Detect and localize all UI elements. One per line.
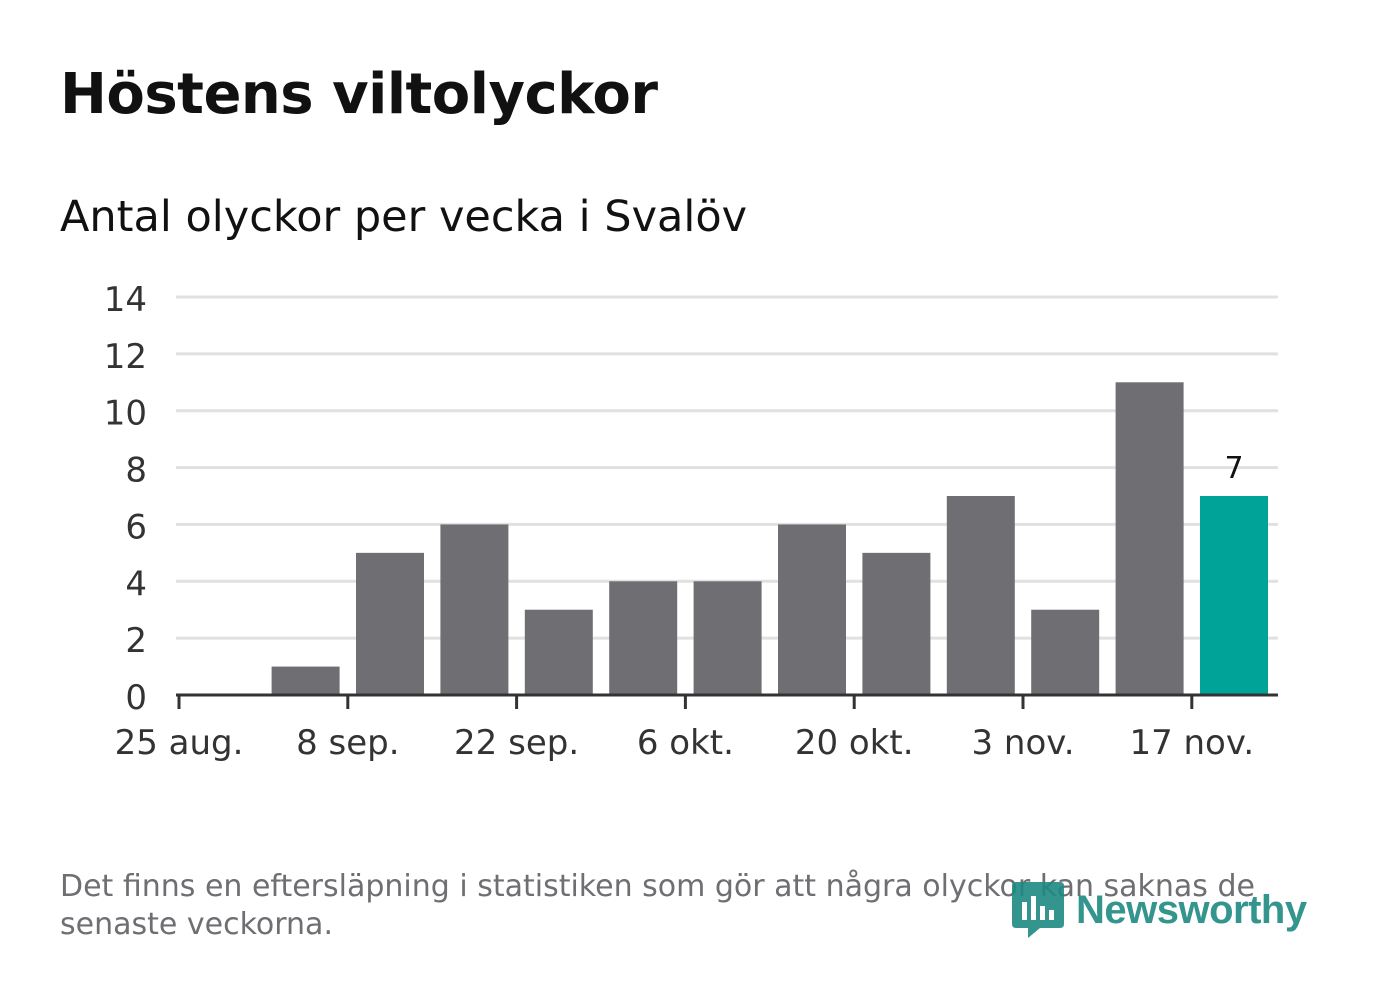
y-tick-label: 8 [125,451,147,491]
bar [440,524,509,695]
y-tick-label: 12 [104,337,147,377]
x-tick-label: 8 sep. [296,723,399,763]
x-tick-label: 22 sep. [454,723,579,763]
y-tick-label: 0 [125,678,147,718]
chart-title: Höstens viltolyckor [60,62,658,127]
x-tick-label: 17 nov. [1129,723,1254,763]
axes [176,693,1278,709]
bar [609,581,678,695]
x-tick-label: 25 aug. [115,723,244,763]
logo-text: Newsworthy [1076,887,1307,932]
bar [271,666,340,695]
y-tick-label: 10 [104,394,147,434]
bar [356,552,424,695]
bar [693,581,762,695]
y-tick-label: 4 [125,564,147,604]
newsworthy-logo: Newsworthy [1010,878,1307,942]
y-tick-label: 2 [125,621,147,661]
labels: 0 2 4 6 8 10 12 14 7 25 aug. 8 sep. 22 sep. 6 okt. 20… [104,280,1254,763]
y-tick-label: 6 [125,507,147,547]
chart-subtitle: Antal olyckor per vecka i Svalöv [60,192,748,242]
bar [862,552,931,695]
newsworthy-bar-icon [1012,882,1064,938]
bar [1115,382,1184,695]
bar [1200,496,1268,695]
data-label: 7 [1224,451,1243,486]
x-tick-label: 20 okt. [795,723,914,763]
y-tick-label: 14 [104,280,147,320]
bar [946,496,1015,695]
bar [524,609,593,695]
x-tick-label: 6 okt. [637,723,734,763]
bar [1031,609,1100,695]
x-tick-label: 3 nov. [971,723,1074,763]
bar [778,524,846,695]
bars [271,382,1268,695]
